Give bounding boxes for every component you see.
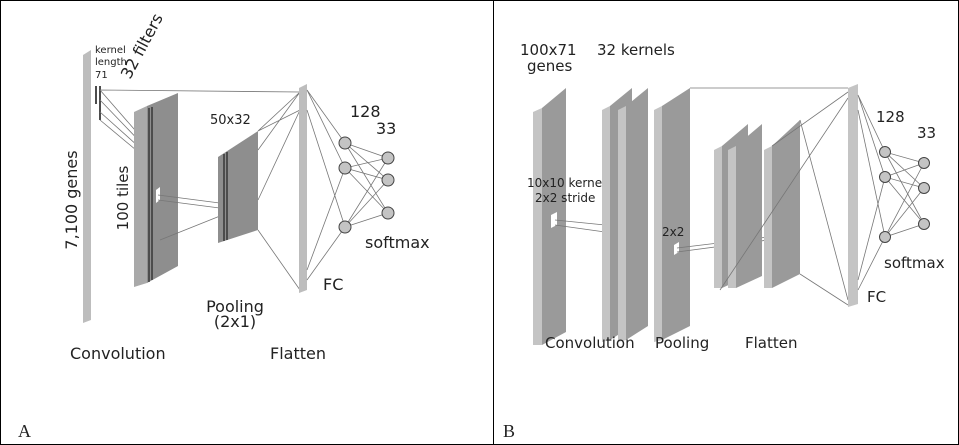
kernel-bracket	[95, 86, 101, 120]
conv-side	[602, 106, 610, 342]
pool-slab	[736, 124, 762, 288]
output-node	[381, 173, 395, 187]
input-label: 100x71	[520, 41, 577, 59]
input-label: genes	[527, 57, 572, 75]
panel-label: A	[18, 421, 31, 441]
pooling-label: Pooling	[206, 297, 264, 316]
connections	[306, 89, 389, 281]
fc-node	[338, 220, 352, 234]
convolution-label: Convolution	[70, 344, 166, 363]
conv-side	[134, 106, 147, 287]
conv-side	[618, 106, 626, 342]
kernels-label: 32 kernels	[597, 41, 675, 59]
kernel-window	[551, 212, 557, 228]
flatten-label: Flatten	[270, 344, 326, 363]
outputs-label: 33	[917, 124, 936, 142]
output-node	[918, 218, 930, 230]
outputs-label: 33	[376, 119, 396, 138]
fc-node	[338, 136, 352, 150]
output-node	[918, 182, 930, 194]
fc-node	[879, 171, 891, 183]
tiles-label: 100 tiles	[114, 165, 132, 230]
fc-label: FC	[867, 288, 886, 306]
pooling-label: Pooling	[655, 334, 709, 352]
connections	[99, 89, 301, 161]
kernel-desc: 10x10 kernel	[527, 176, 605, 190]
connections	[554, 219, 606, 233]
flatten-bar	[299, 84, 307, 293]
pool-size-label: 50x32	[210, 113, 251, 128]
kernel-desc: 2x2 stride	[535, 191, 595, 205]
fc-units-label: 128	[876, 108, 905, 126]
flatten-bar	[848, 84, 858, 307]
convolution-label: Convolution	[545, 334, 635, 352]
connections	[690, 87, 849, 306]
output-node	[381, 151, 395, 165]
fc-label: FC	[323, 275, 343, 294]
conv-side	[654, 106, 662, 342]
pool-slab	[218, 131, 258, 243]
pool-slab	[772, 120, 800, 288]
output-node	[381, 206, 395, 220]
fc-units-label: 128	[350, 102, 381, 121]
flatten-label: Flatten	[745, 334, 798, 352]
pool-size-label: 2x2	[662, 225, 684, 239]
pool-side	[764, 146, 772, 288]
fc-node	[879, 146, 891, 158]
panel-label: B	[503, 421, 515, 441]
panel-b: 100x71 genes 32 kernels 10x10 kernel 2x2…	[503, 41, 945, 441]
genes-label: 7,100 genes	[62, 150, 81, 249]
input-side	[533, 108, 542, 345]
pool-side	[728, 146, 736, 288]
fc-node	[879, 231, 891, 243]
softmax-label: softmax	[365, 233, 430, 252]
conv-slab	[662, 88, 690, 340]
connections	[257, 91, 301, 291]
pooling-label: (2x1)	[214, 312, 256, 331]
connections	[857, 94, 925, 291]
output-node	[918, 157, 930, 169]
kernel-label: 71	[95, 70, 108, 81]
fc-node	[338, 161, 352, 175]
kernel-label: kernel	[95, 45, 126, 56]
pool-side	[714, 146, 722, 288]
kernel-label: length	[95, 57, 127, 68]
input-bar	[83, 50, 91, 323]
conv-slab	[626, 88, 648, 340]
softmax-label: softmax	[884, 254, 945, 272]
